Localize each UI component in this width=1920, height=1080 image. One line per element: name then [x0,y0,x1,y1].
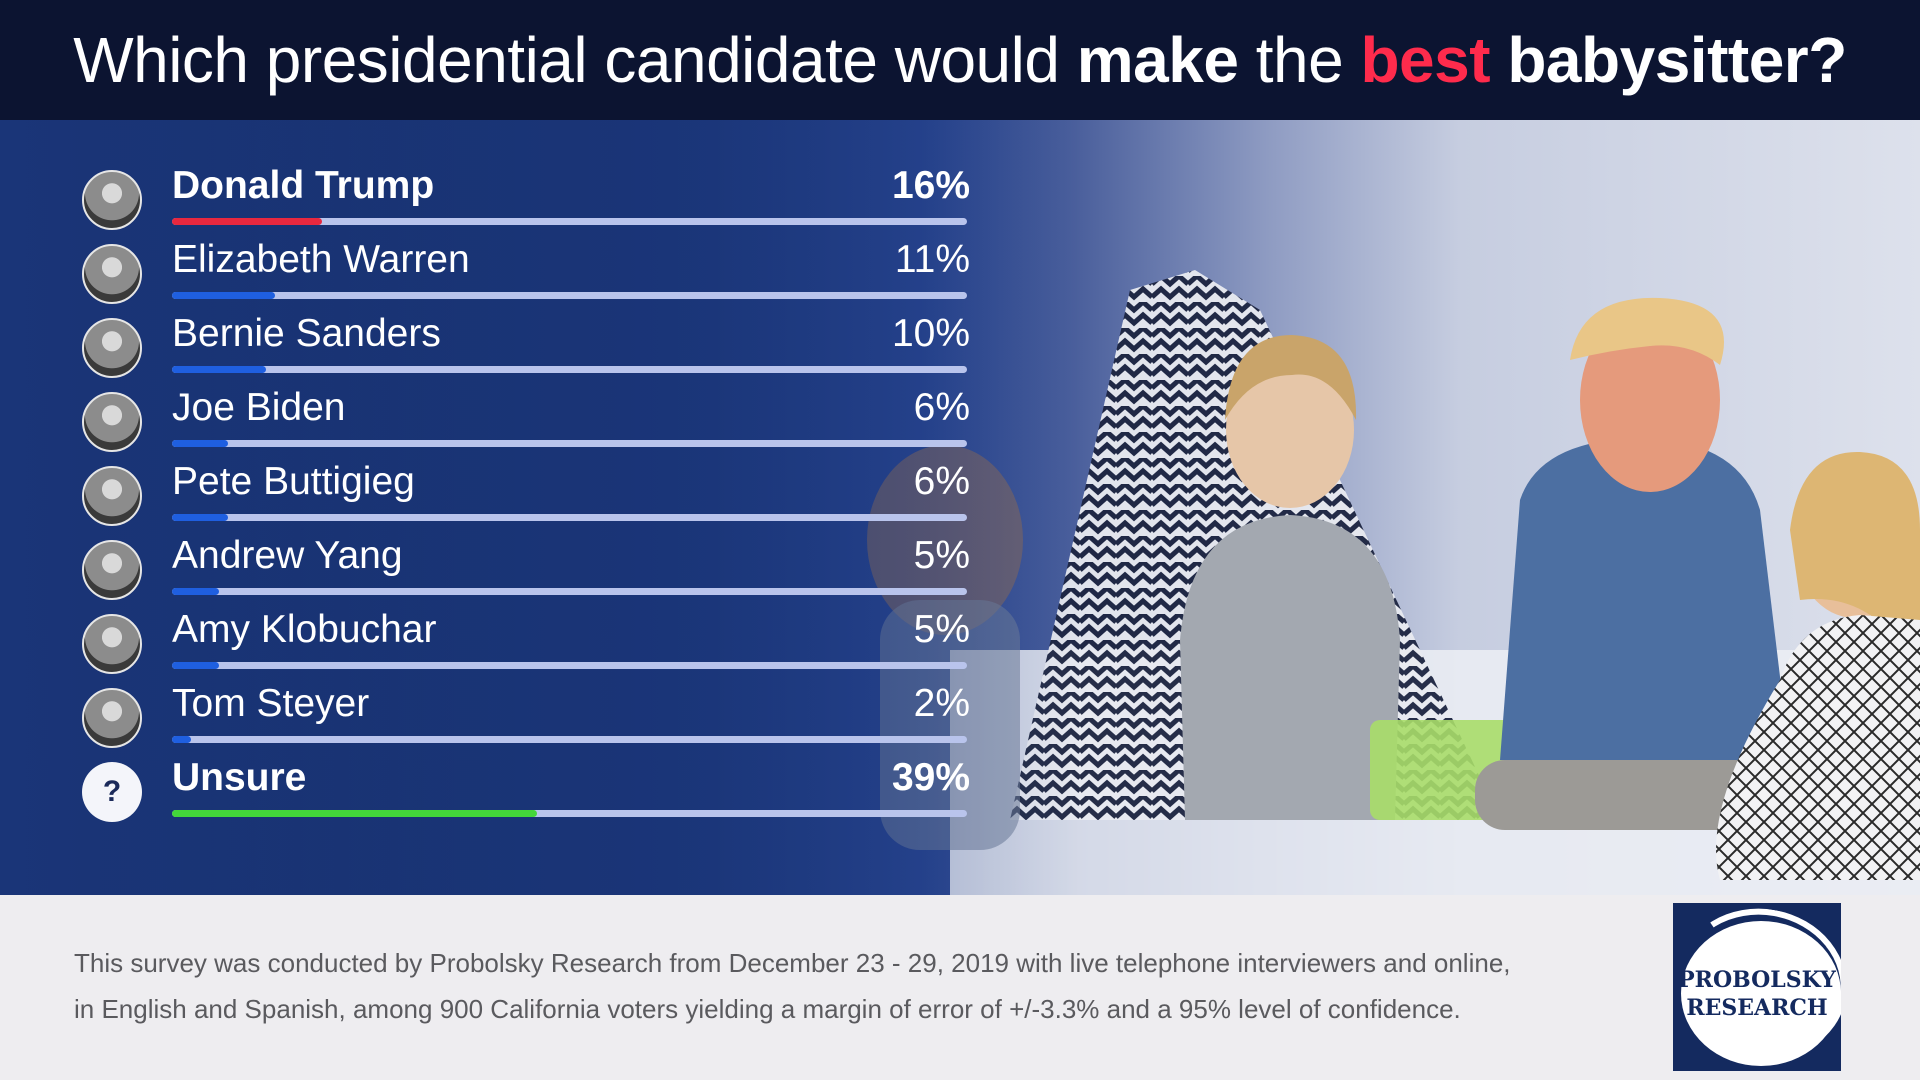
bar [172,588,219,595]
bar-track [172,588,967,595]
bar-row: Tom Steyer 2% [0,678,1000,752]
man-figure [1475,297,1805,830]
candidate-photo-icon [82,466,142,526]
candidate-photo-icon [82,318,142,378]
category-label: Joe Biden [172,386,346,429]
category-label: Unsure [172,756,307,799]
value-label: 6% [913,460,970,503]
candidate-photo-icon [82,540,142,600]
value-label: 5% [913,608,970,651]
bar-track [172,514,967,521]
category-label: Donald Trump [172,164,435,207]
question-mark-icon: ? [82,762,142,822]
bar-track [172,366,967,373]
title-bold-babysitter: babysitter? [1507,24,1847,96]
page-title: Which presidential candidate would make … [73,23,1847,97]
bar-row: Bernie Sanders 10% [0,308,1000,382]
footer-line-1: This survey was conducted by Probolsky R… [74,948,1511,978]
title-text-2: the [1238,24,1361,96]
logo-text-line-1: PROBOLSKY [1678,967,1836,993]
title-text-1: Which presidential candidate would [73,24,1077,96]
bar-track [172,218,967,225]
candidate-photo-icon [82,392,142,452]
bar-row: ? Unsure 39% [0,752,1000,826]
category-label: Elizabeth Warren [172,238,470,281]
bar-track [172,736,967,743]
background-photo [0,120,1920,895]
title-highlight-best: best [1360,24,1491,96]
candidate-photo-icon [82,688,142,748]
bar [172,292,275,299]
poll-bar-chart: Donald Trump 16% Elizabeth Warren 11% Bernie… [0,120,1000,895]
bar-track [172,662,967,669]
category-label: Tom Steyer [172,682,370,725]
category-label: Bernie Sanders [172,312,441,355]
category-label: Andrew Yang [172,534,403,577]
bar-track [172,292,967,299]
bar-row: Joe Biden 6% [0,382,1000,456]
bar [172,440,228,447]
girl-figure [1716,451,1920,880]
bar [172,662,219,669]
chart-panel: Donald Trump 16% Elizabeth Warren 11% Bernie… [0,120,1920,895]
boy-center-figure [1180,335,1520,820]
candidate-photo-icon [82,170,142,230]
value-label: 2% [913,682,970,725]
bar [172,366,266,373]
bar [172,736,191,743]
bar-row: Andrew Yang 5% [0,530,1000,604]
bar-row: Amy Klobuchar 5% [0,604,1000,678]
bar-track [172,810,967,817]
value-label: 39% [891,756,970,799]
survey-methodology-note: This survey was conducted by Probolsky R… [74,940,1634,1032]
category-label: Pete Buttigieg [172,460,415,503]
value-label: 10% [891,312,970,355]
bar-row: Pete Buttigieg 6% [0,456,1000,530]
value-label: 6% [913,386,970,429]
candidate-photo-icon [82,614,142,674]
header-bar: Which presidential candidate would make … [0,0,1920,120]
footer-line-2: in English and Spanish, among 900 Califo… [74,994,1461,1024]
title-bold-make: make [1076,24,1239,96]
logo-text-line-2: RESEARCH [1686,995,1828,1021]
bar-track [172,440,967,447]
value-label: 11% [894,238,970,281]
bar [172,810,537,817]
bar [172,218,322,225]
value-label: 5% [913,534,970,577]
bar-row: Elizabeth Warren 11% [0,234,1000,308]
probolsky-logo: PROBOLSKY RESEARCH [1673,903,1841,1071]
logo-disc [1681,921,1841,1066]
value-label: 16% [891,164,970,207]
bar-row: Donald Trump 16% [0,160,1000,234]
candidate-photo-icon [82,244,142,304]
photo-fade-overlay [0,120,1080,895]
bar [172,514,228,521]
title-text-3 [1490,24,1507,96]
category-label: Amy Klobuchar [172,608,437,651]
